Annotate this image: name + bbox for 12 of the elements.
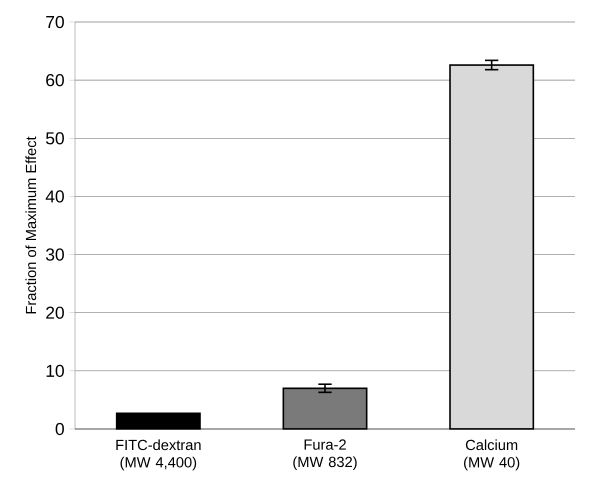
x-tick-label: Fura-2 (MW 832) — [293, 439, 357, 470]
y-tick-label: 10 — [46, 364, 64, 377]
y-tick-label: 30 — [46, 248, 64, 261]
y-tick-label: 70 — [46, 16, 64, 28]
x-tick-label: Calcium (MW 40) — [464, 439, 520, 470]
y-tick-label: 20 — [46, 306, 64, 319]
y-axis-title: Fraction of Maximum Effect — [25, 136, 36, 314]
y-tick-label: 50 — [46, 132, 64, 144]
y-tick-label: 0 — [56, 422, 64, 436]
y-tick-label: 40 — [46, 190, 64, 203]
x-tick-label: FITC-dextran (MW 4,400) — [116, 439, 201, 470]
y-tick-label: 60 — [46, 74, 64, 86]
